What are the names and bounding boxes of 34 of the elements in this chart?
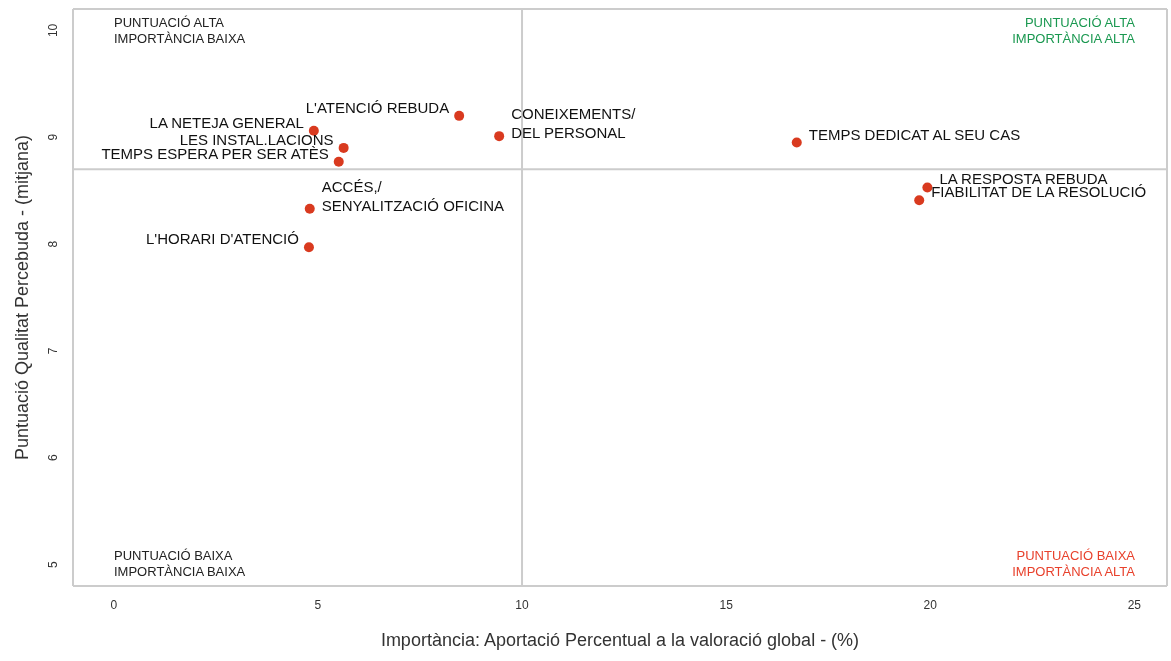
annotation: ACCÉS,/ SENYALITZACIÓ OFICINA [321, 178, 505, 214]
point [922, 182, 933, 193]
x-tick-label: 25 [1127, 597, 1142, 612]
point [303, 242, 314, 253]
annotation: TEMPS DEDICAT AL SEU CAS [808, 125, 1021, 143]
y-axis-title: Puntuació Qualitat Percebuda - (mitjana) [12, 134, 32, 461]
annotation: L'ATENCIÓ REBUDA [305, 98, 450, 116]
x-tick-label: 5 [314, 597, 322, 612]
y-tick-label: 10 [46, 23, 60, 38]
annotation: L'HORARI D'ATENCIÓ [145, 230, 299, 248]
point [333, 156, 344, 167]
y-tick-label: 6 [46, 454, 60, 462]
x-tick-label: 20 [923, 597, 938, 612]
y-tick-label: 9 [46, 133, 60, 141]
x-tick-label: 0 [110, 597, 118, 612]
point [338, 142, 349, 153]
point [494, 131, 505, 142]
y-tick-label: 7 [46, 347, 60, 355]
point [914, 195, 925, 206]
annotation: CONEIXEMENTS/ DEL PERSONAL [511, 105, 637, 142]
annotation: PUNTUACIÓ ALTA IMPORTÀNCIA BAIXA [114, 15, 246, 47]
annotation: PUNTUACIÓ BAIXA IMPORTÀNCIA ALTA [1012, 548, 1136, 580]
point [308, 125, 319, 136]
point [454, 110, 465, 121]
point [304, 203, 315, 214]
annotation: PUNTUACIÓ ALTA IMPORTÀNCIA ALTA [1012, 15, 1136, 47]
point [791, 137, 802, 148]
x-axis-title: Importància: Aportació Percentual a la valoració global - (%) [380, 630, 860, 650]
y-tick-label: 8 [46, 240, 60, 248]
y-tick-label: 5 [46, 560, 60, 568]
x-tick-label: 10 [515, 597, 530, 612]
annotation: LA NETEJA GENERAL [149, 113, 304, 131]
annotation: PUNTUACIÓ BAIXA IMPORTÀNCIA BAIXA [114, 548, 246, 580]
x-tick-label: 15 [719, 597, 734, 612]
